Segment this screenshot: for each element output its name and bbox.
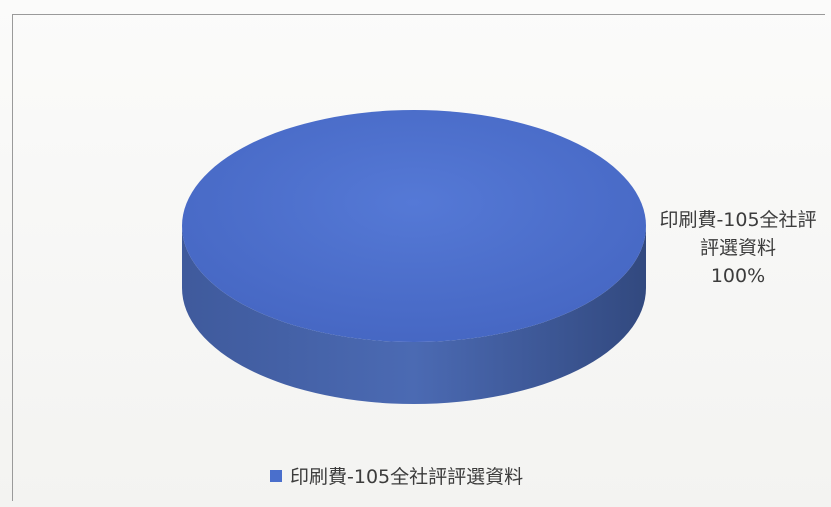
pie-slice-category-label: 印刷費-105全社評評選資料 <box>659 209 817 259</box>
chart-legend: 印刷費-105全社評評選資料 <box>270 462 523 488</box>
legend-entry-label: 印刷費-105全社評評選資料 <box>290 465 524 488</box>
pie-slice-percent-label: 100% <box>710 265 766 287</box>
pie-slice-data-label: 印刷費-105全社評評選資料 100% <box>650 206 826 290</box>
pie-slice-0 <box>182 110 646 342</box>
pie-slice-side-wall <box>182 226 646 404</box>
chart-frame <box>12 14 825 501</box>
legend-swatch <box>270 470 282 482</box>
